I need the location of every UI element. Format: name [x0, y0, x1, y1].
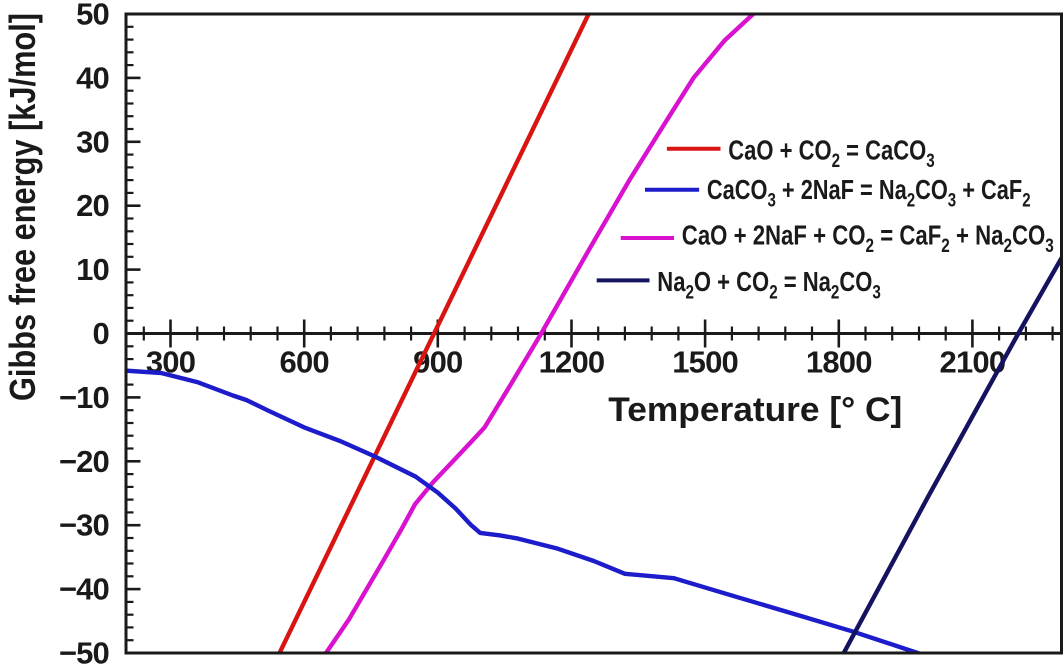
svg-text:−50: −50	[59, 636, 109, 664]
svg-text:10: 10	[76, 252, 109, 287]
svg-text:Gibbs free energy [kJ/mol]: Gibbs free energy [kJ/mol]	[2, 13, 43, 401]
svg-text:20: 20	[76, 188, 109, 223]
svg-text:−10: −10	[59, 380, 109, 415]
svg-text:CaO + CO2​ = CaCO3​: CaO + CO2​ = CaCO3​	[728, 135, 934, 173]
svg-text:−30: −30	[59, 508, 109, 543]
svg-text:Na2​O + CO2​ = Na2​CO3​: Na2​O + CO2​ = Na2​CO3​	[657, 266, 881, 304]
svg-text:Temperature [° C]: Temperature [° C]	[608, 391, 902, 429]
svg-text:−40: −40	[59, 572, 109, 607]
svg-text:0: 0	[93, 316, 109, 351]
svg-text:30: 30	[76, 124, 109, 159]
svg-text:40: 40	[76, 60, 109, 95]
svg-text:50: 50	[76, 0, 109, 32]
svg-text:CaCO3​ + 2NaF = Na2​CO3​ + CaF: CaCO3​ + 2NaF = Na2​CO3​ + CaF2​	[707, 174, 1031, 212]
svg-text:600: 600	[280, 344, 329, 379]
svg-text:1200: 1200	[539, 344, 605, 379]
svg-text:1800: 1800	[806, 344, 872, 379]
svg-text:CaO + 2NaF + CO2​ = CaF2​ + Na: CaO + 2NaF + CO2​ = CaF2​ + Na2​CO3​	[682, 220, 1054, 258]
svg-text:−20: −20	[59, 444, 109, 479]
svg-text:1500: 1500	[672, 344, 738, 379]
